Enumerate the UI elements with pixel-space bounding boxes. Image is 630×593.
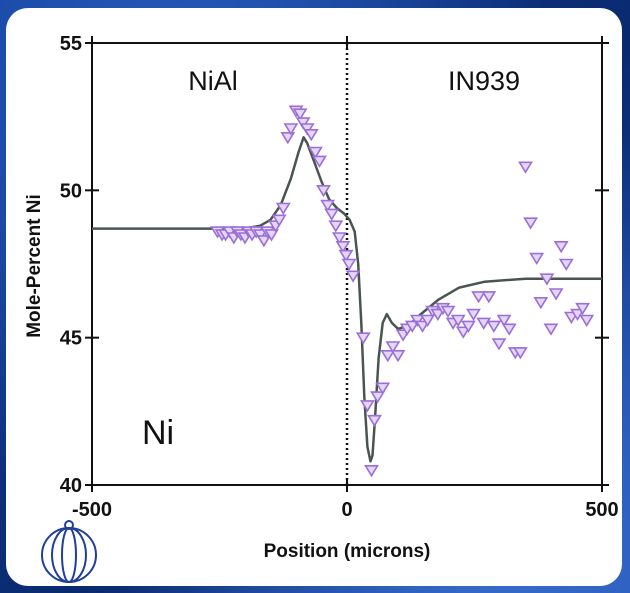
element-label: Ni xyxy=(142,414,174,452)
data-point xyxy=(575,302,591,316)
data-point xyxy=(501,323,517,336)
institution-logo-icon xyxy=(41,520,97,583)
data-point xyxy=(312,155,327,168)
y-tick-label: 40 xyxy=(60,475,82,497)
data-point xyxy=(295,117,311,130)
data-point xyxy=(338,249,354,263)
data-point xyxy=(275,202,291,215)
data-point xyxy=(331,232,347,245)
data-point xyxy=(280,132,296,145)
region-label-left: NiAl xyxy=(188,66,238,96)
y-tick-label: 50 xyxy=(60,180,82,202)
data-point xyxy=(579,314,595,327)
data-point xyxy=(375,382,391,395)
data-point xyxy=(271,214,287,227)
data-point xyxy=(390,349,406,363)
data-point xyxy=(292,108,308,121)
data-point xyxy=(370,391,386,404)
data-point xyxy=(307,146,323,159)
data-point xyxy=(409,314,425,327)
data-point xyxy=(355,332,371,345)
data-point xyxy=(548,288,564,301)
data-point xyxy=(320,199,336,213)
data-point xyxy=(341,258,357,271)
data-point xyxy=(252,229,268,242)
data-point xyxy=(303,129,319,142)
data-point xyxy=(345,270,361,283)
data-point xyxy=(543,323,559,336)
data-point xyxy=(256,235,272,248)
data-point xyxy=(518,161,533,174)
x-tick-label: 500 xyxy=(585,499,618,521)
data-point xyxy=(570,308,585,322)
data-point xyxy=(415,320,430,333)
data-point xyxy=(460,320,476,333)
data-point xyxy=(420,314,436,327)
data-point xyxy=(512,347,528,360)
axes: 40 45 50 55 -500 0 500 xyxy=(60,33,619,521)
data-point xyxy=(523,217,539,230)
data-point xyxy=(491,338,507,351)
data-point xyxy=(553,241,569,254)
x-axis-label: Position (microns) xyxy=(264,541,431,562)
data-point xyxy=(335,241,351,254)
data-point xyxy=(367,414,382,428)
data-point xyxy=(476,317,492,330)
data-point xyxy=(471,291,487,304)
y-axis-label: Mole-Percent Ni xyxy=(24,194,45,338)
x-tick-label: -500 xyxy=(72,499,112,521)
data-point xyxy=(283,123,299,136)
data-point xyxy=(539,273,555,286)
x-tick-label: 0 xyxy=(341,499,352,521)
data-point xyxy=(481,291,497,304)
data-point xyxy=(380,349,396,363)
data-point xyxy=(364,464,379,478)
data-point xyxy=(486,320,502,333)
data-point xyxy=(324,208,340,221)
chart-panel xyxy=(6,8,622,586)
data-point xyxy=(385,341,401,354)
region-label-right: IN939 xyxy=(448,66,520,96)
data-point xyxy=(533,296,549,310)
data-point xyxy=(558,258,574,271)
data-point xyxy=(430,308,446,322)
data-point xyxy=(404,320,420,333)
data-point xyxy=(496,314,512,327)
data-point xyxy=(264,229,279,242)
y-tick-label: 45 xyxy=(60,328,82,350)
data-point xyxy=(440,305,456,319)
y-tick-label: 55 xyxy=(60,33,82,55)
data-point xyxy=(450,314,466,327)
data-point xyxy=(359,400,375,413)
data-point xyxy=(328,220,344,233)
labels: NiAl IN939 Ni Position (microns) Mole-Pe… xyxy=(24,66,520,562)
data-point xyxy=(299,123,315,136)
plot-area xyxy=(92,43,602,485)
data-point xyxy=(316,185,331,198)
data-point xyxy=(466,308,481,322)
data-point xyxy=(529,252,545,266)
data-point xyxy=(455,326,471,339)
